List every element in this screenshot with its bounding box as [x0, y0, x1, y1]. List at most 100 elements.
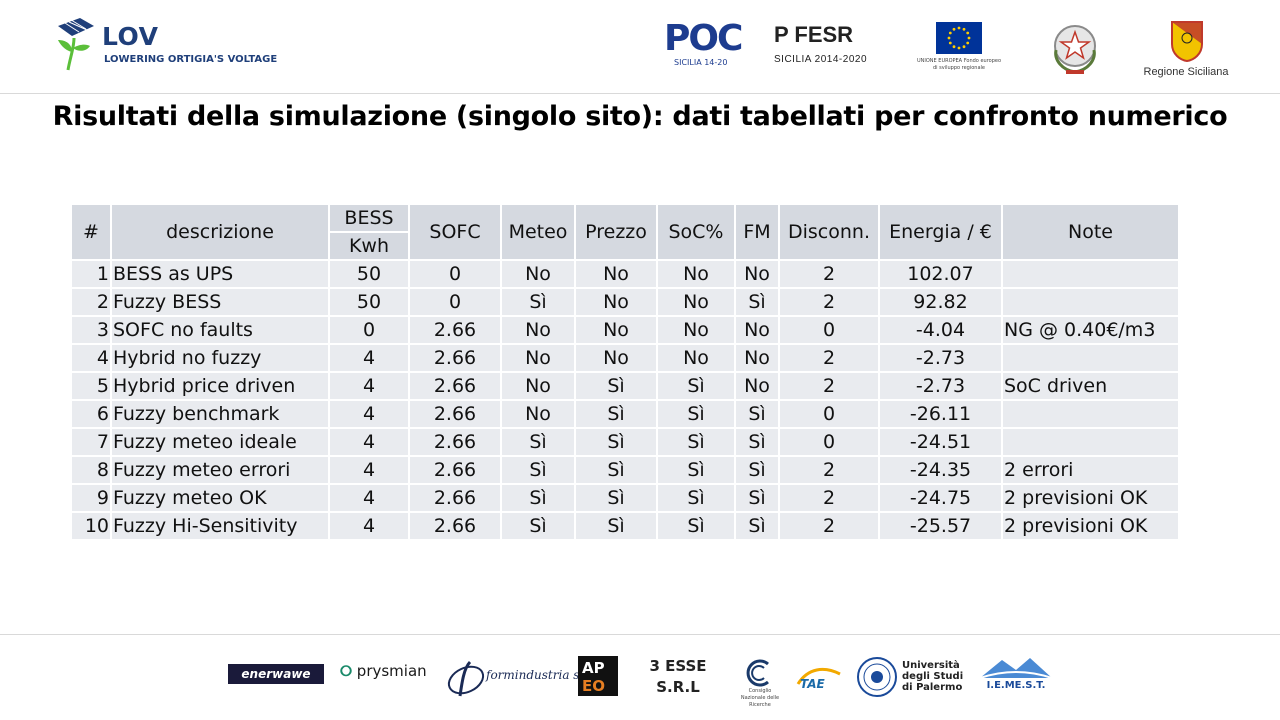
italian-emblem-icon — [1054, 25, 1096, 74]
cell-note: NG @ 0.40€/m3 — [1001, 315, 1180, 345]
cell-fm: Sì — [734, 287, 780, 317]
cell-num: 7 — [70, 427, 112, 457]
cell-meteo: Sì — [500, 287, 576, 317]
table-row: 4 Hybrid no fuzzy 4 2.66 No No No No 2 -2.73 — [70, 343, 1180, 373]
svg-text:EO: EO — [582, 677, 605, 695]
trinacria-shield-icon — [1171, 21, 1203, 62]
table-row: 2 Fuzzy BESS 50 0 Sì No No Sì 2 92.82 — [70, 287, 1180, 317]
svg-text:AP: AP — [582, 659, 605, 677]
table-row: 1 BESS as UPS 50 0 No No No No 2 102.07 — [70, 259, 1180, 289]
table-header-row: Kwh — [71, 231, 1179, 261]
cnr-label: Consiglio Nazionale delle Ricerche — [740, 688, 780, 708]
cell-meteo: Sì — [500, 483, 576, 513]
cell-note — [1001, 399, 1180, 429]
iemest-logo: I.E.ME.S.T. — [974, 654, 1058, 704]
cell-note: 2 previsioni OK — [1001, 511, 1180, 541]
cell-soc: No — [656, 287, 736, 317]
cnr-logo: Consiglio Nazionale delle Ricerche — [738, 658, 782, 710]
cell-bess: 4 — [328, 483, 410, 513]
cell-energia: 102.07 — [878, 259, 1003, 289]
header-soc: SoC% — [656, 203, 736, 261]
cell-sofc: 2.66 — [408, 315, 502, 345]
cell-disconn: 0 — [778, 315, 880, 345]
cell-note: SoC driven — [1001, 371, 1180, 401]
enerwawe-logo: enerwawe — [228, 664, 324, 684]
cell-bess: 4 — [328, 343, 410, 373]
header-bess: BESS — [328, 203, 410, 233]
cell-fm: Sì — [734, 455, 780, 485]
cell-prezzo: No — [574, 315, 658, 345]
tre-esse-line2: S.R.L — [656, 678, 700, 696]
header-descrizione: descrizione — [110, 203, 330, 261]
fesr-name: P FESR — [774, 22, 854, 47]
iemest-label: I.E.ME.S.T. — [986, 680, 1046, 691]
cell-prezzo: No — [574, 259, 658, 289]
cell-energia: -25.57 — [878, 511, 1003, 541]
eu-logo: UNIONE EUROPEA Fondo europeo di sviluppo… — [916, 22, 1002, 76]
cell-num: 2 — [70, 287, 112, 317]
cell-soc: Sì — [656, 455, 736, 485]
cell-prezzo: Sì — [574, 399, 658, 429]
cell-bess: 4 — [328, 371, 410, 401]
apeo-logo-icon: AP EO — [578, 656, 618, 696]
cell-disconn: 2 — [778, 511, 880, 541]
cell-soc: Sì — [656, 427, 736, 457]
cell-desc: Fuzzy BESS — [110, 287, 330, 317]
cell-fm: No — [734, 259, 780, 289]
cell-fm: No — [734, 343, 780, 373]
cell-num: 8 — [70, 455, 112, 485]
cell-desc: Fuzzy Hi-Sensitivity — [110, 511, 330, 541]
cell-fm: Sì — [734, 511, 780, 541]
cell-soc: Sì — [656, 399, 736, 429]
cell-num: 5 — [70, 371, 112, 401]
cell-prezzo: Sì — [574, 427, 658, 457]
svg-text:TAE: TAE — [800, 677, 826, 691]
cell-desc: Fuzzy meteo errori — [110, 455, 330, 485]
cell-fm: Sì — [734, 427, 780, 457]
cell-bess: 0 — [328, 315, 410, 345]
header-sofc: SOFC — [408, 203, 502, 261]
unipa-line2: degli Studi — [902, 671, 964, 682]
cell-soc: No — [656, 343, 736, 373]
table-row: 10 Fuzzy Hi-Sensitivity 4 2.66 Sì Sì Sì Sì 2 -25.… — [70, 511, 1180, 541]
header-energia: Energia / € — [878, 203, 1003, 261]
cell-desc: SOFC no faults — [110, 315, 330, 345]
cell-desc: Fuzzy meteo OK — [110, 483, 330, 513]
poc-logo: POC SICILIA 14-20 — [664, 18, 743, 70]
prysmian-mark-icon: ⭘ — [340, 662, 353, 680]
cell-energia: -26.11 — [878, 399, 1003, 429]
lov-name: LOV — [102, 22, 159, 51]
cell-disconn: 2 — [778, 343, 880, 373]
lov-subtitle: LOWERING ORTIGIA'S VOLTAGE — [104, 54, 278, 65]
table-row: 3 SOFC no faults 0 2.66 No No No No 0 -4.04 NG @ 0… — [70, 315, 1180, 345]
results-table: # descrizione BESS SOFC Meteo Prezzo SoC… — [70, 203, 1180, 541]
prysmian-label: prysmian — [356, 662, 427, 680]
cell-prezzo: No — [574, 343, 658, 373]
cell-desc: BESS as UPS — [110, 259, 330, 289]
regione-siciliana-label: Regione Siciliana — [1143, 66, 1229, 78]
table-row: 8 Fuzzy meteo errori 4 2.66 Sì Sì Sì Sì 2 -24.35 2… — [70, 455, 1180, 485]
cell-note — [1001, 259, 1180, 289]
cell-sofc: 2.66 — [408, 399, 502, 429]
cell-bess: 4 — [328, 427, 410, 457]
cell-sofc: 2.66 — [408, 427, 502, 457]
table-row: 5 Hybrid price driven 4 2.66 No Sì Sì No 2 -2.73 S… — [70, 371, 1180, 401]
fesr-logo: P FESR SICILIA 2014-2020 — [774, 22, 874, 70]
cell-num: 9 — [70, 483, 112, 513]
cell-meteo: No — [500, 371, 576, 401]
cell-soc: No — [656, 315, 736, 345]
cell-num: 10 — [70, 511, 112, 541]
cell-disconn: 2 — [778, 455, 880, 485]
cell-soc: No — [656, 259, 736, 289]
poc-subtitle: SICILIA 14-20 — [674, 58, 728, 67]
cell-disconn: 2 — [778, 371, 880, 401]
cell-meteo: Sì — [500, 427, 576, 457]
table-header: # descrizione BESS SOFC Meteo Prezzo SoC… — [70, 203, 1180, 261]
header-bar: LOV LOWERING ORTIGIA'S VOLTAGE POC SICIL… — [0, 0, 1280, 94]
cell-energia: -24.51 — [878, 427, 1003, 457]
cell-sofc: 2.66 — [408, 483, 502, 513]
cell-fm: Sì — [734, 483, 780, 513]
header-meteo: Meteo — [500, 203, 576, 261]
cell-disconn: 0 — [778, 399, 880, 429]
iemest-mark-icon — [979, 658, 1053, 679]
